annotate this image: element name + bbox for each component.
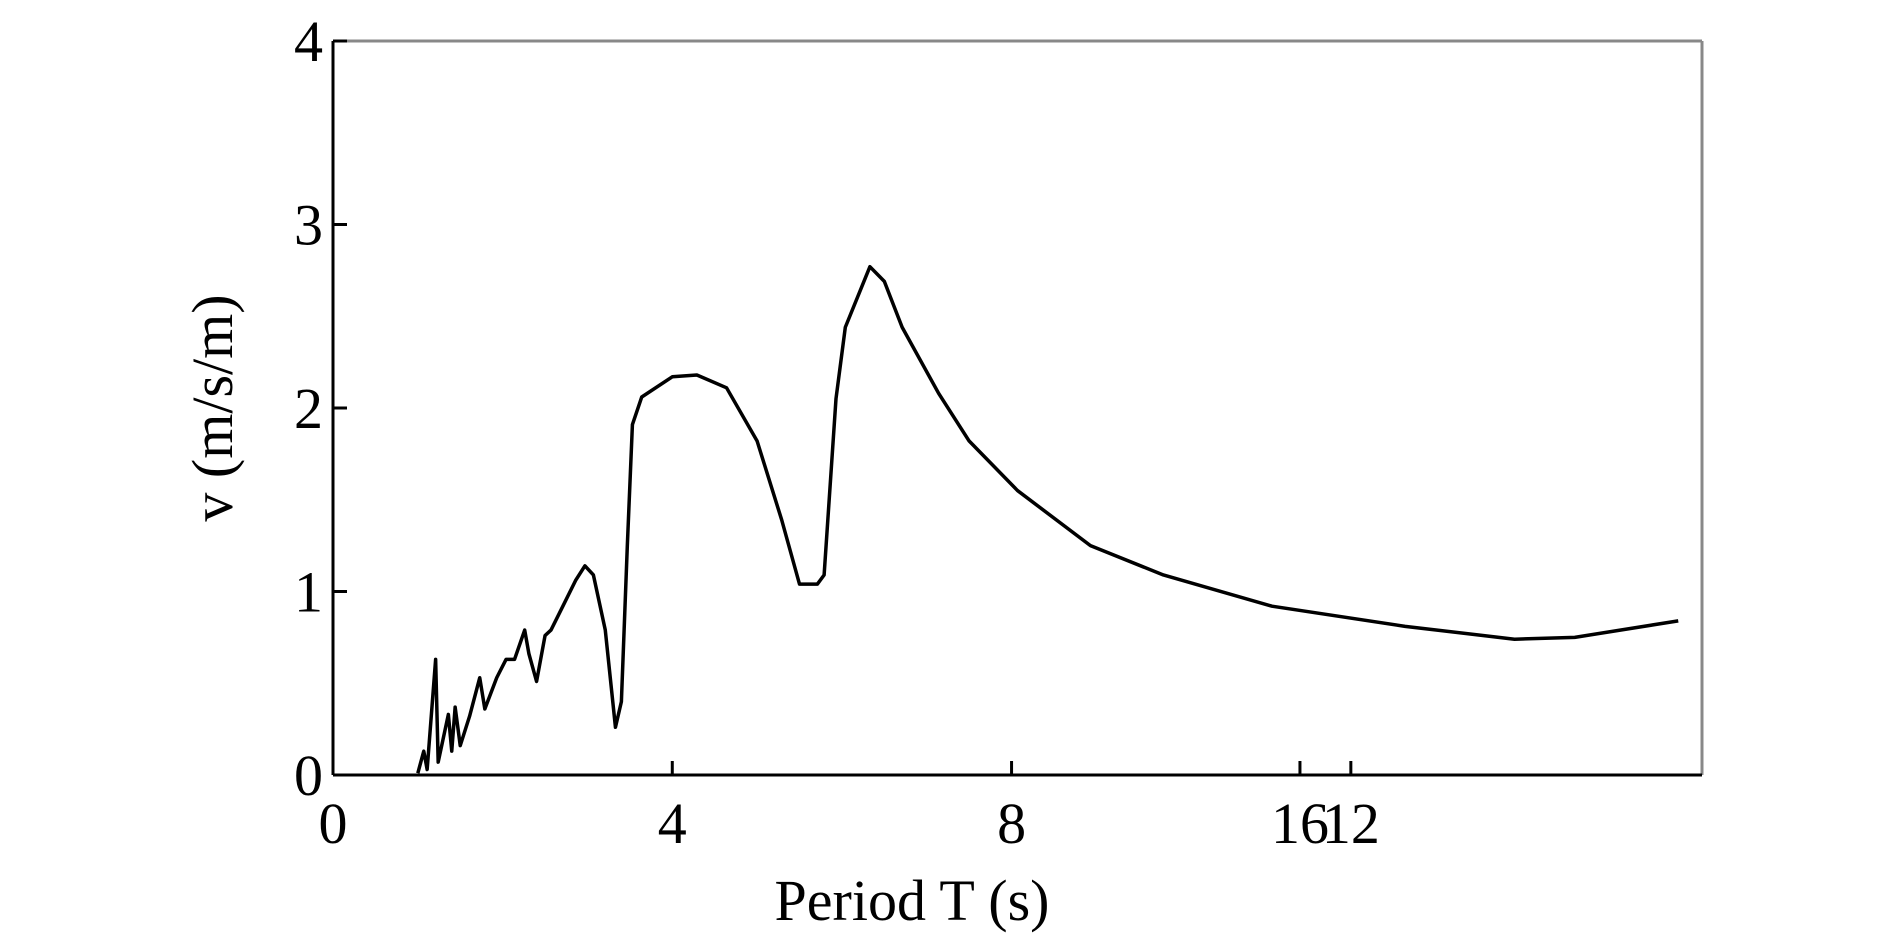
y-tick-label: 2 bbox=[294, 376, 323, 441]
y-tick-label: 0 bbox=[294, 743, 323, 808]
y-tick-label: 1 bbox=[294, 560, 323, 625]
x-axis-label: Period T (s) bbox=[775, 868, 1050, 933]
y-tick-label: 4 bbox=[294, 9, 323, 74]
data-line bbox=[416, 264, 1679, 774]
x-tick-label: 8 bbox=[997, 791, 1026, 856]
x-tick-label: 0 bbox=[319, 791, 348, 856]
y-tick-label: 3 bbox=[294, 193, 323, 258]
x-tick-label: 4 bbox=[658, 791, 687, 856]
y-axis-label: v (m/s/m) bbox=[180, 294, 245, 521]
x-tick-label: 16 bbox=[1271, 791, 1329, 856]
x-tick-label: 12 bbox=[1322, 791, 1380, 856]
